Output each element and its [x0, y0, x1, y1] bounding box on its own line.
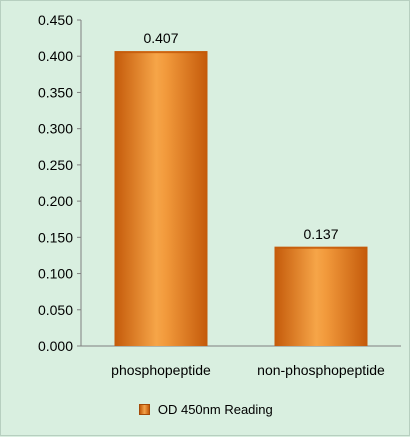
- y-tick-label: 0.450: [38, 12, 73, 28]
- y-tick-label: 0.150: [38, 229, 73, 245]
- labels: 0.000 0.050 0.100 0.150 0.200 0.250 0.300 0.350…: [38, 12, 385, 378]
- bar-top-edge: [114, 51, 208, 54]
- y-tick-label: 0.200: [38, 193, 73, 209]
- y-tick-label: 0.050: [38, 302, 73, 318]
- y-tick-label: 0.350: [38, 84, 73, 100]
- bar-non-phosphopeptide: [274, 246, 368, 346]
- legend-swatch: [139, 404, 151, 415]
- y-tick-label: 0.000: [38, 338, 73, 354]
- legend-label: OD 450nm Reading: [157, 402, 273, 417]
- y-tick-label: 0.100: [38, 266, 73, 282]
- bar-phosphopeptide: [114, 51, 208, 346]
- y-tick-label: 0.250: [38, 157, 73, 173]
- data-label: 0.137: [303, 226, 338, 242]
- legend: OD 450nm Reading: [1, 402, 410, 417]
- bars: [114, 51, 368, 346]
- category-label: non-phosphopeptide: [257, 362, 385, 378]
- bar-top-edge: [274, 246, 368, 249]
- y-tick-label: 0.300: [38, 121, 73, 137]
- y-tick-label: 0.400: [38, 48, 73, 64]
- category-label: phosphopeptide: [111, 362, 211, 378]
- data-label: 0.407: [143, 30, 178, 46]
